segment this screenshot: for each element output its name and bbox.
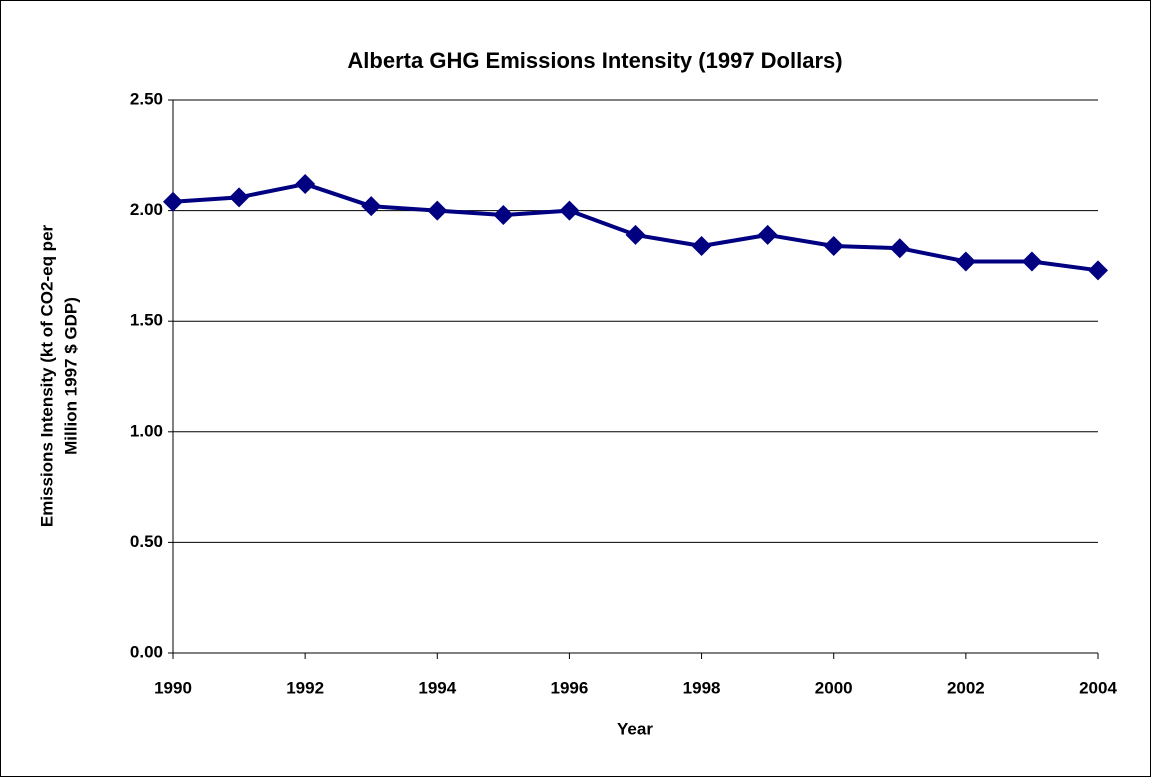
marker xyxy=(1021,251,1042,272)
marker xyxy=(163,191,183,212)
x-tick-label: 1994 xyxy=(418,678,456,697)
marker xyxy=(361,196,382,217)
y-tick-label: 2.50 xyxy=(130,89,163,108)
y-axis-title: Emissions Intensity (kt of CO2-eq per xyxy=(37,224,56,527)
x-axis-title: Year xyxy=(617,719,653,738)
y-tick-label: 1.50 xyxy=(130,311,163,330)
x-tick-label: 1992 xyxy=(286,678,324,697)
marker xyxy=(955,251,976,272)
x-tick-label: 1996 xyxy=(551,678,589,697)
x-tick-label: 2000 xyxy=(815,678,853,697)
marker xyxy=(757,224,778,245)
marker xyxy=(229,187,250,208)
x-tick-label: 1998 xyxy=(683,678,721,697)
x-tick-label: 1990 xyxy=(154,678,192,697)
marker xyxy=(823,235,844,256)
y-tick-label: 1.00 xyxy=(130,421,163,440)
x-tick-label: 2004 xyxy=(1079,678,1117,697)
y-tick-label: 0.00 xyxy=(130,642,163,661)
marker xyxy=(295,174,316,195)
marker xyxy=(427,200,448,221)
marker xyxy=(493,205,514,226)
marker xyxy=(889,238,910,259)
marker xyxy=(1088,260,1108,281)
marker xyxy=(625,224,646,245)
x-tick-label: 2002 xyxy=(947,678,985,697)
y-axis-title: Million 1997 $ GDP) xyxy=(61,297,80,455)
marker xyxy=(691,235,712,256)
chart-title: Alberta GHG Emissions Intensity (1997 Do… xyxy=(347,48,842,73)
marker xyxy=(559,200,580,221)
y-tick-label: 2.00 xyxy=(130,200,163,219)
y-tick-label: 0.50 xyxy=(130,532,163,551)
